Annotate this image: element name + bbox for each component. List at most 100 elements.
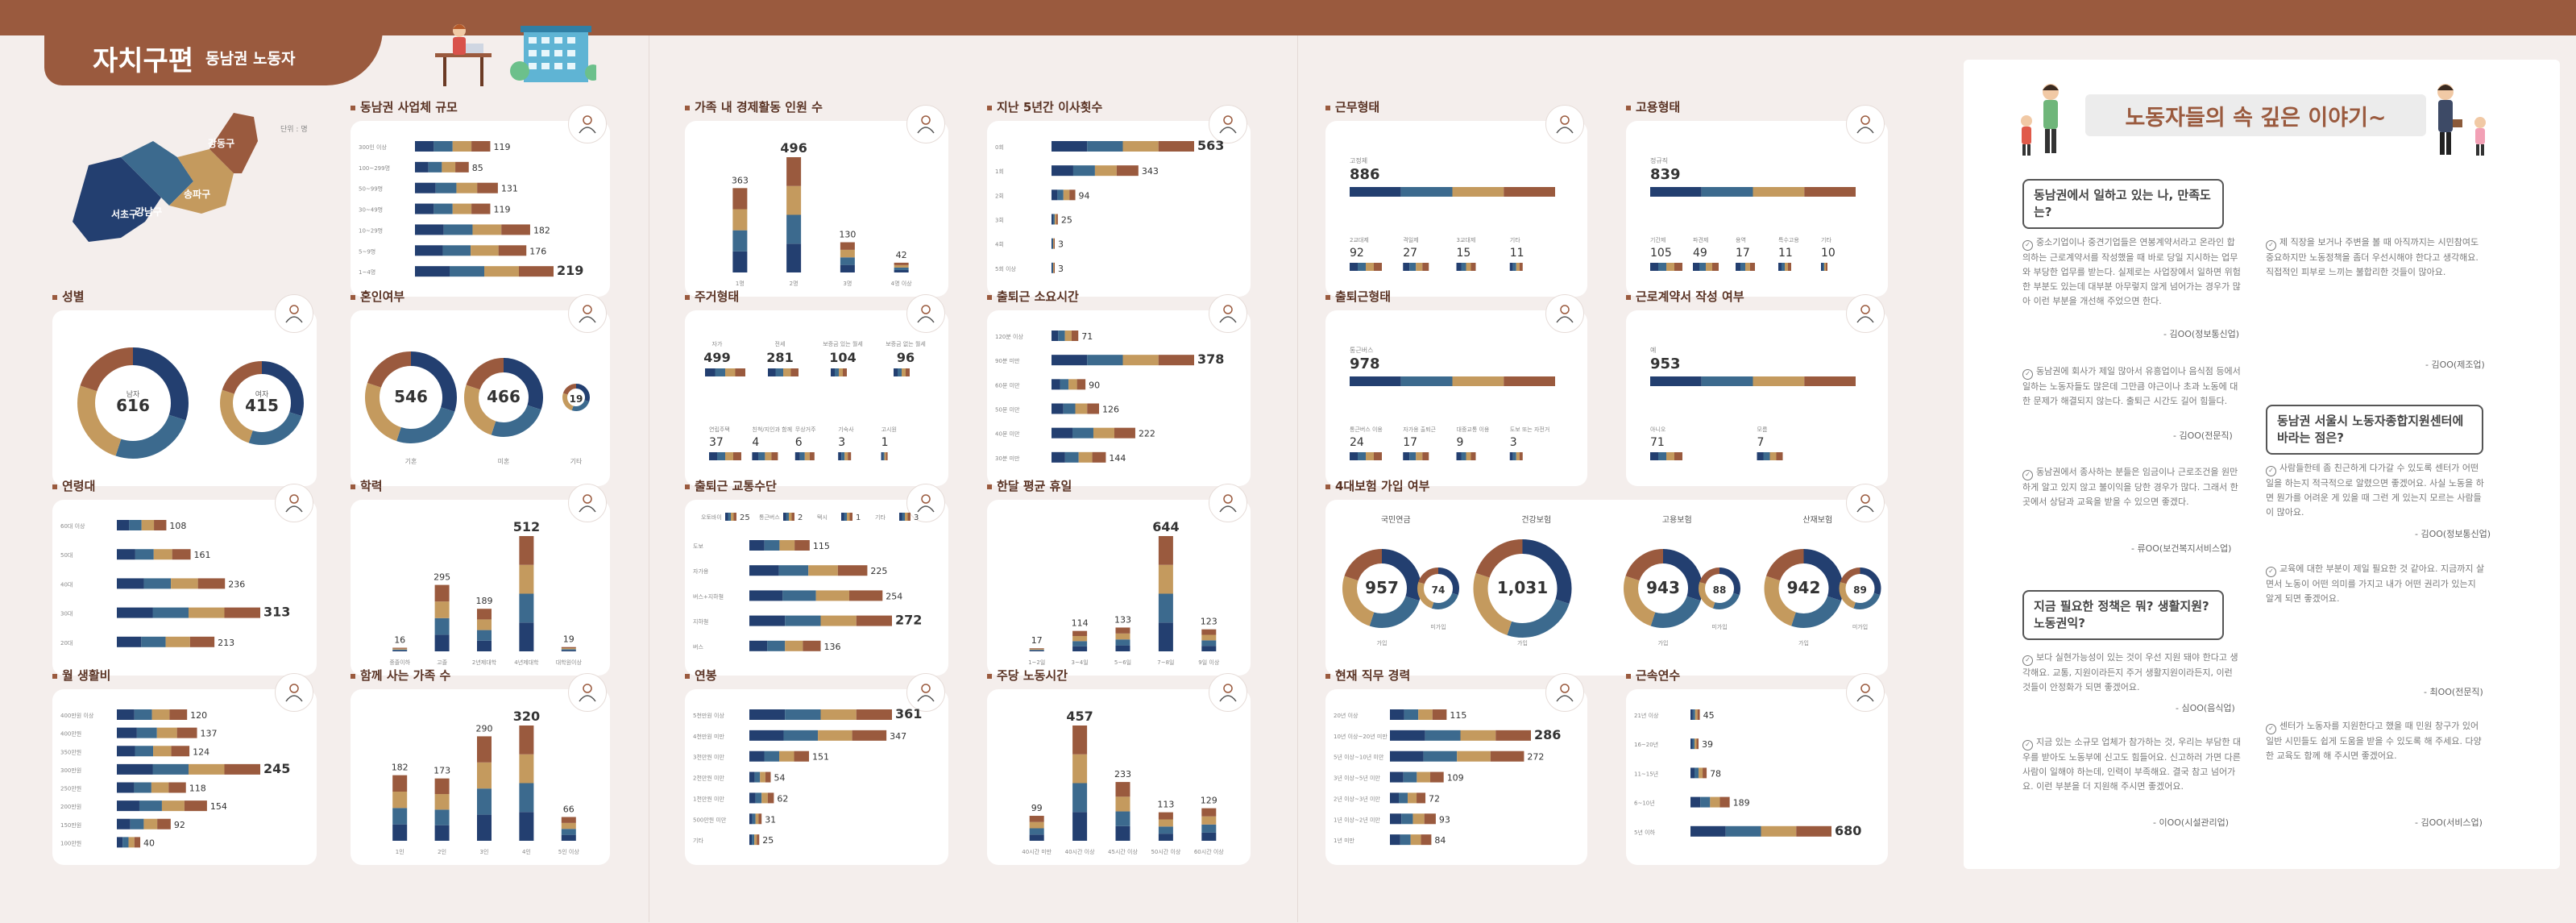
bar [501, 224, 530, 235]
story-sig-1: - 김OO(정보통신업) [2163, 329, 2240, 339]
donut-value: 616 [116, 396, 150, 415]
mini-bar [907, 513, 911, 521]
extra-label: 택시 [817, 513, 828, 521]
value-label: 176 [529, 246, 546, 256]
donut-segment [1473, 539, 1572, 638]
donut-value: 89 [1853, 584, 1867, 596]
bar [1690, 738, 1693, 750]
bar [1418, 709, 1433, 720]
bar [519, 726, 534, 755]
sub-label: 기간제 [1650, 236, 1665, 243]
bar [1350, 452, 1358, 460]
bar [519, 812, 534, 841]
category-label: 중졸이하 [389, 659, 410, 666]
category-label: 400만원 이상 [60, 712, 94, 719]
bar [1201, 640, 1217, 647]
bar [189, 636, 215, 647]
extra-value: 1 [856, 513, 861, 522]
value-label: 40 [143, 838, 155, 848]
bar [434, 794, 450, 810]
donut-segment [464, 358, 543, 437]
category-label: 기타 [693, 837, 703, 844]
bar [171, 746, 190, 757]
bar [1695, 767, 1699, 779]
bar [161, 800, 185, 812]
value-label: 154 [210, 801, 227, 812]
bar [455, 161, 469, 173]
donut-value: 957 [1365, 578, 1399, 597]
bar [1782, 263, 1785, 271]
sub-value: 1 [881, 436, 889, 449]
value-label: 144 [1109, 453, 1126, 464]
donut-segment [562, 384, 590, 411]
bar [1516, 452, 1520, 460]
bar [169, 709, 188, 720]
donut-segment [1342, 549, 1421, 628]
bar [758, 452, 765, 460]
bar [415, 224, 444, 235]
bar [786, 157, 802, 186]
bar [1403, 452, 1410, 460]
bar [1358, 263, 1366, 271]
bar [117, 727, 137, 738]
donut-segment [220, 361, 304, 445]
value-label: 137 [201, 729, 218, 739]
bar [117, 520, 130, 530]
bar [135, 549, 154, 560]
mini-bar [791, 513, 794, 521]
donut-segment [1699, 568, 1740, 609]
bar [1692, 709, 1695, 720]
category-label: 4회 [995, 242, 1004, 248]
bar [1658, 452, 1666, 460]
bar [1092, 451, 1106, 463]
category-label: 60분 미만 [995, 381, 1020, 389]
sub-caption: 가입 [1377, 639, 1388, 647]
category-label: 고졸 [437, 659, 447, 666]
value-label: 151 [812, 752, 829, 763]
bar [783, 730, 819, 741]
bar [1052, 331, 1059, 341]
bar [392, 808, 408, 825]
bar [1358, 452, 1366, 460]
bar [477, 640, 492, 651]
value-label: 233 [1114, 769, 1131, 780]
chart-title: 근속연수 [1626, 667, 1680, 684]
category-label: 5~9명 [359, 247, 375, 255]
bar [735, 368, 745, 376]
bar [1690, 767, 1695, 779]
bar [771, 452, 778, 460]
top-value: 953 [1650, 355, 1681, 372]
bar [1063, 403, 1076, 414]
category-label: 300만원 [60, 767, 81, 774]
bar [1695, 709, 1698, 720]
bar [1390, 834, 1400, 846]
donut-segment [1342, 549, 1421, 628]
bar [184, 800, 207, 812]
chart-household: 182 1인 173 2인 290 3인 320 4인 66 5인 이상 [392, 709, 580, 855]
story-text-4: ✓ 보다 실현가능성이 있는 것이 우선 지원 돼야 한다고 생각해요. 교통, … [2022, 652, 2238, 692]
category-label: 200만원 [60, 803, 81, 810]
chart-tenure: 21년 이상 45 16~20년 39 11~15년 78 6~10년 189 5년 이하 680 [1634, 709, 1861, 838]
bar [1029, 816, 1044, 822]
graduate-icon [568, 484, 607, 522]
bar [765, 771, 771, 783]
contract-icon [1846, 294, 1885, 333]
bar [197, 578, 226, 589]
bar [1076, 379, 1086, 390]
chart-title: 월 생활비 [52, 667, 110, 684]
value-label: 130 [839, 230, 856, 240]
bar [1158, 593, 1173, 623]
bar [1700, 796, 1711, 808]
bar [472, 224, 502, 235]
sub-label: 격일제 [1403, 236, 1418, 243]
chart-living: 400만원 이상 120 400만원 137 350만원 124 300만원 245 250만원… [60, 709, 290, 848]
category-label: 5년 이상~10년 미만 [1334, 754, 1384, 761]
map-label-songpa: 송파구 [184, 188, 210, 200]
bar [392, 648, 408, 650]
sub-label: 기숙사 [838, 426, 854, 433]
bar [1158, 536, 1173, 565]
bar [837, 565, 868, 576]
category-label: 10~29명 [359, 227, 383, 234]
category-label: 0회 [995, 144, 1004, 151]
bar [794, 750, 810, 762]
